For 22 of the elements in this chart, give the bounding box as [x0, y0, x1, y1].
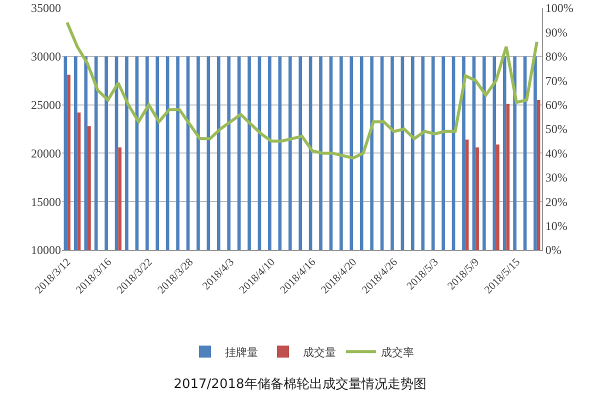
- y2-tick-label: 40%: [545, 146, 568, 160]
- y-tick-label: 10000: [31, 243, 61, 258]
- y-tick-label: 25000: [31, 98, 61, 112]
- y-tick-label: 30000: [31, 50, 61, 64]
- y2-tick-label: 20%: [545, 194, 568, 209]
- legend-label: 挂牌量: [225, 346, 258, 359]
- y2-tick-label: 0%: [545, 243, 562, 258]
- legend-label: 成交率: [381, 346, 414, 359]
- y-tick-label: 35000: [31, 1, 61, 16]
- y-tick-label: 20000: [31, 146, 61, 160]
- y2-tick-label: 60%: [545, 98, 568, 112]
- y2-tick-label: 30%: [545, 170, 568, 185]
- y2-tick-label: 10%: [545, 219, 568, 233]
- y2-tick-label: 80%: [545, 50, 568, 64]
- y2-tick-label: 90%: [545, 25, 568, 40]
- y-tick-label: 15000: [31, 194, 61, 209]
- text: 2017/2018年储备棉轮出成交量情况走势图: [174, 376, 426, 392]
- y2-tick-label: 100%: [545, 1, 574, 16]
- y2-tick-label: 70%: [545, 74, 568, 88]
- legend-label: 成交量: [303, 346, 336, 359]
- y2-tick-label: 50%: [545, 122, 568, 136]
- line-series: [66, 21, 538, 160]
